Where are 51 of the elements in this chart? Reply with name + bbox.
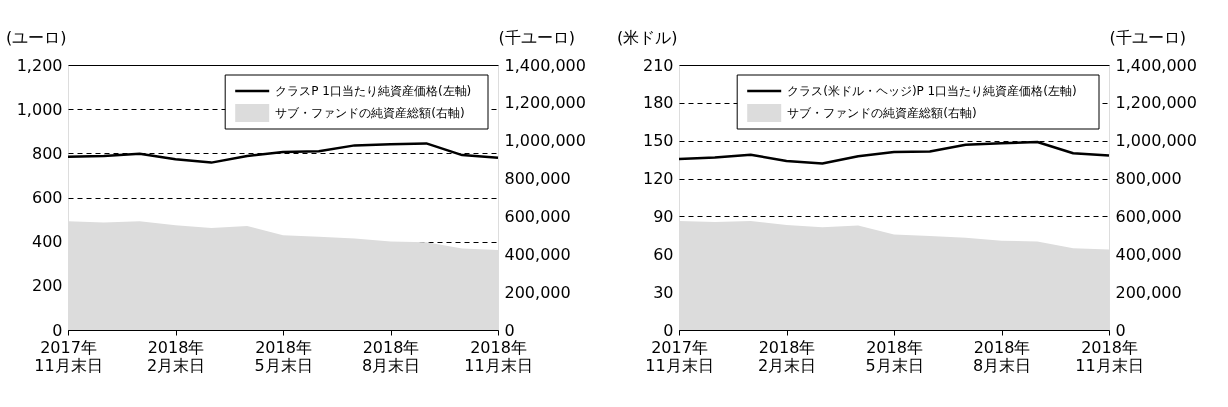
y2-tick-label: 0 xyxy=(1115,320,1126,340)
y-tick-label: 90 xyxy=(653,206,674,226)
x-tick-label: 2018年 5月末日 xyxy=(254,337,313,375)
y-tick-label: 120 xyxy=(642,169,674,189)
legend-label: サブ・ファンドの純資産総額(右軸) xyxy=(275,106,465,120)
x-tick-label: 2018年 8月末日 xyxy=(361,337,421,375)
y2-tick-label: 1,000,000 xyxy=(1115,131,1197,151)
y2-tick-label: 200,000 xyxy=(1115,282,1182,302)
y-tick-label: 180 xyxy=(642,93,674,113)
y2-tick-label: 200,000 xyxy=(504,282,571,302)
legend-label: クラス(米ドル・ヘッジ)P 1口当たり純資産価格(左軸) xyxy=(787,84,1077,98)
x-tick-label: 2018年 2月末日 xyxy=(757,337,817,375)
y-tick-label: 30 xyxy=(653,282,674,302)
y-tick-label: 60 xyxy=(653,244,674,264)
y2-tick-label: 0 xyxy=(504,320,515,340)
y2-tick-label: 400,000 xyxy=(1115,244,1182,264)
y-tick-label: 1,000 xyxy=(16,99,63,119)
legend-label: クラスP 1口当たり純資産価格(左軸) xyxy=(275,84,472,98)
y-tick-label: 150 xyxy=(642,131,674,151)
y2-tick-label: 1,200,000 xyxy=(1115,93,1197,113)
y2-axis-title: (千ユーロ) xyxy=(498,27,575,47)
y-tick-label: 400 xyxy=(31,232,63,252)
y-axis-title: (米ドル) xyxy=(617,27,678,47)
y2-tick-label: 1,400,000 xyxy=(1115,55,1197,75)
y2-tick-label: 400,000 xyxy=(504,244,571,264)
y2-tick-label: 800,000 xyxy=(1115,169,1182,189)
x-tick-label: 2017年 11月末日 xyxy=(645,337,714,375)
y2-tick-label: 800,000 xyxy=(504,169,571,189)
y2-axis-title: (千ユーロ) xyxy=(1109,27,1186,47)
y-tick-label: 200 xyxy=(31,276,63,296)
y-tick-label: 600 xyxy=(31,188,63,207)
legend-label: サブ・ファンドの純資産総額(右軸) xyxy=(787,106,977,120)
x-tick-label: 2018年 8月末日 xyxy=(972,337,1032,375)
x-tick-label: 2018年 11月末日 xyxy=(1075,337,1144,375)
y2-tick-label: 1,200,000 xyxy=(504,93,586,113)
x-tick-label: 2018年 2月末日 xyxy=(146,337,206,375)
y2-tick-label: 1,000,000 xyxy=(504,131,586,151)
y-tick-label: 1,200 xyxy=(16,55,63,75)
x-tick-label: 2018年 5月末日 xyxy=(865,337,924,375)
y-axis-title: (ユーロ) xyxy=(6,27,67,47)
y-tick-label: 0 xyxy=(52,320,63,340)
line-series xyxy=(66,142,500,164)
y2-tick-label: 1,400,000 xyxy=(504,55,586,75)
y-tick-label: 0 xyxy=(663,320,674,340)
x-tick-label: 2017年 11月末日 xyxy=(34,337,103,375)
y-tick-label: 800 xyxy=(31,143,63,163)
y-tick-label: 210 xyxy=(642,55,674,75)
y2-tick-label: 600,000 xyxy=(1115,206,1182,226)
line-series xyxy=(677,140,1111,165)
x-tick-label: 2018年 11月末日 xyxy=(464,337,533,375)
y2-tick-label: 600,000 xyxy=(504,206,571,226)
